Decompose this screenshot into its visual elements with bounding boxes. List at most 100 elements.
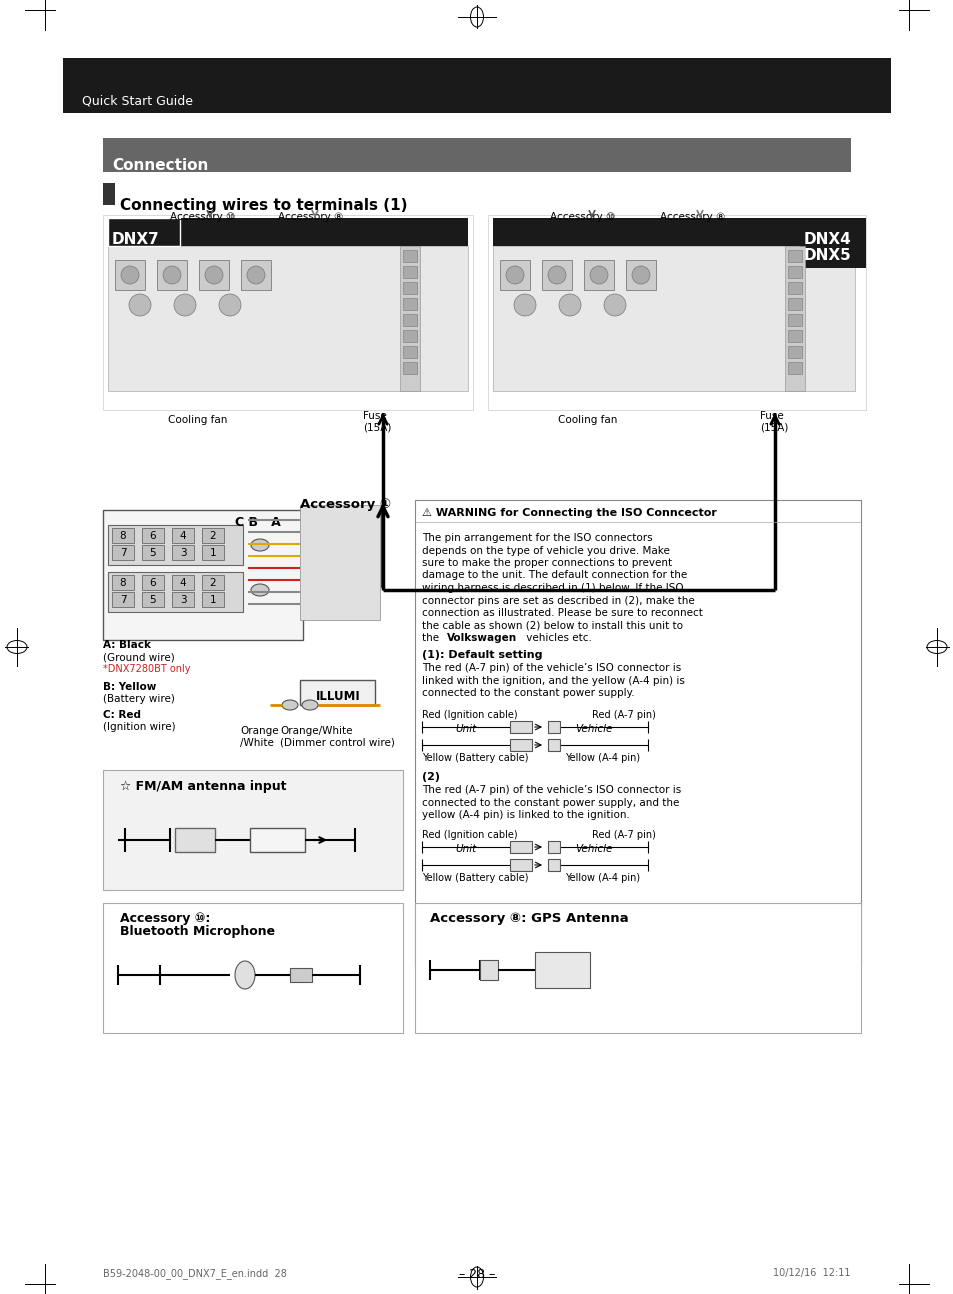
Ellipse shape: [234, 961, 254, 989]
Bar: [108, 217, 468, 246]
Bar: [402, 282, 416, 294]
Text: Yellow (Battery cable): Yellow (Battery cable): [421, 873, 528, 883]
Text: the cable as shown (2) below to install this unit to: the cable as shown (2) below to install …: [421, 621, 682, 630]
Bar: [174, 828, 214, 851]
Ellipse shape: [558, 294, 580, 316]
Text: Accessory ①: Accessory ①: [299, 498, 391, 511]
Text: C: Red: C: Red: [103, 710, 141, 719]
Text: Accessory ⑩: Accessory ⑩: [550, 212, 615, 223]
Bar: [535, 952, 589, 989]
Ellipse shape: [121, 267, 139, 283]
Bar: [499, 260, 530, 290]
Text: ☆ FM/AM antenna input: ☆ FM/AM antenna input: [120, 780, 286, 793]
Bar: [784, 246, 804, 391]
Text: (Battery wire): (Battery wire): [103, 694, 174, 704]
Text: 8: 8: [119, 578, 126, 587]
Text: *DNX7280BT only: *DNX7280BT only: [103, 664, 191, 674]
Bar: [172, 575, 193, 590]
Text: (Ignition wire): (Ignition wire): [103, 722, 175, 732]
Bar: [108, 217, 180, 246]
Bar: [172, 591, 193, 607]
Text: Red (A-7 pin): Red (A-7 pin): [592, 710, 655, 719]
Text: 1: 1: [210, 547, 216, 558]
Bar: [402, 314, 416, 326]
Text: Vehicle: Vehicle: [575, 725, 612, 734]
Text: connection as illustrated. Please be sure to reconnect: connection as illustrated. Please be sur…: [421, 608, 702, 619]
Bar: [493, 217, 855, 246]
Text: The red (A-7 pin) of the vehicle’s ISO connector is: The red (A-7 pin) of the vehicle’s ISO c…: [421, 785, 680, 795]
Bar: [488, 215, 865, 410]
Text: wiring harness is described in (1) below. If the ISO: wiring harness is described in (1) below…: [421, 584, 683, 593]
Text: 6: 6: [150, 578, 156, 587]
Text: Cooling fan: Cooling fan: [558, 415, 617, 424]
Bar: [800, 217, 865, 268]
Text: 8: 8: [119, 531, 126, 541]
Ellipse shape: [589, 267, 607, 283]
Text: Red (Ignition cable): Red (Ignition cable): [421, 710, 517, 719]
Text: (Ground wire): (Ground wire): [103, 652, 174, 663]
Text: A: Black: A: Black: [103, 641, 151, 650]
Ellipse shape: [547, 267, 565, 283]
Bar: [103, 903, 402, 1033]
Bar: [402, 250, 416, 261]
Bar: [399, 246, 419, 391]
Bar: [142, 545, 164, 560]
Text: DNX7: DNX7: [112, 232, 159, 247]
Text: Quick Start Guide: Quick Start Guide: [82, 94, 193, 107]
Bar: [787, 330, 801, 342]
Bar: [202, 591, 224, 607]
Text: Fuse
(15A): Fuse (15A): [363, 411, 391, 432]
Bar: [103, 215, 473, 410]
Bar: [787, 362, 801, 374]
Bar: [142, 575, 164, 590]
Text: Vehicle: Vehicle: [575, 844, 612, 854]
Text: Connection: Connection: [112, 158, 208, 173]
Bar: [787, 250, 801, 261]
Text: Connecting wires to terminals (1): Connecting wires to terminals (1): [120, 198, 407, 214]
Text: 1: 1: [210, 595, 216, 606]
Ellipse shape: [631, 267, 649, 283]
Text: ⚠ WARNING for Connecting the ISO Conncector: ⚠ WARNING for Connecting the ISO Conncec…: [421, 509, 716, 518]
Text: Unit: Unit: [455, 844, 476, 854]
Ellipse shape: [173, 294, 195, 316]
Text: Orange/White
(Dimmer control wire): Orange/White (Dimmer control wire): [280, 726, 395, 748]
Text: The red (A-7 pin) of the vehicle’s ISO connector is: The red (A-7 pin) of the vehicle’s ISO c…: [421, 663, 680, 673]
Bar: [112, 575, 133, 590]
Bar: [250, 828, 305, 851]
Text: 7: 7: [119, 547, 126, 558]
Bar: [510, 841, 532, 853]
Text: Bluetooth Microphone: Bluetooth Microphone: [120, 925, 274, 938]
Bar: [625, 260, 656, 290]
Bar: [199, 260, 229, 290]
Ellipse shape: [282, 700, 297, 710]
Ellipse shape: [251, 540, 269, 551]
Bar: [103, 510, 303, 641]
Bar: [108, 246, 468, 391]
Text: ILLUMI: ILLUMI: [315, 690, 360, 703]
Text: 3: 3: [179, 547, 186, 558]
Text: (2): (2): [421, 773, 439, 782]
Text: sure to make the proper connections to prevent: sure to make the proper connections to p…: [421, 558, 672, 568]
Text: 4: 4: [179, 578, 186, 587]
Ellipse shape: [129, 294, 151, 316]
Bar: [787, 314, 801, 326]
Text: 3: 3: [179, 595, 186, 606]
Bar: [787, 298, 801, 311]
Bar: [787, 267, 801, 278]
Text: B: Yellow: B: Yellow: [103, 682, 156, 692]
Bar: [142, 528, 164, 543]
Bar: [547, 739, 559, 751]
Bar: [290, 968, 312, 982]
Text: yellow (A-4 pin) is linked to the ignition.: yellow (A-4 pin) is linked to the igniti…: [421, 810, 629, 820]
Bar: [541, 260, 572, 290]
Bar: [202, 575, 224, 590]
Ellipse shape: [514, 294, 536, 316]
Text: Accessory ⑧: Accessory ⑧: [277, 212, 343, 223]
Bar: [172, 528, 193, 543]
Bar: [63, 58, 890, 113]
Bar: [108, 572, 243, 612]
Bar: [402, 267, 416, 278]
Text: Yellow (A-4 pin): Yellow (A-4 pin): [564, 873, 639, 883]
Bar: [142, 591, 164, 607]
Bar: [112, 545, 133, 560]
